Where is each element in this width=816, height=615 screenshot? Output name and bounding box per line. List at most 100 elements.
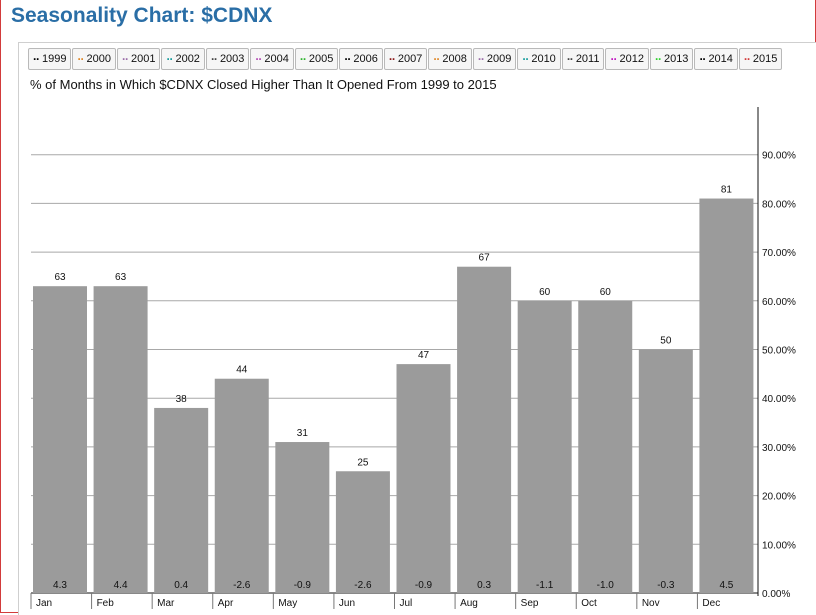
legend-toggle-2001[interactable]: ·· 2001 [116, 48, 161, 70]
bar-value-label: 44 [236, 365, 248, 376]
legend-label: 2009 [486, 53, 512, 65]
legend-label: 2002 [175, 53, 200, 65]
bar-jul [396, 364, 451, 593]
bar-bottom-label: -1.0 [597, 580, 615, 591]
legend-toggle-2009[interactable]: ·· 2009 [472, 48, 517, 70]
bar-sep [517, 300, 572, 593]
legend-swatch-icon: ·· [77, 52, 84, 66]
x-tick-label: Feb [97, 598, 115, 609]
legend-toggle-2008[interactable]: ·· 2008 [428, 48, 472, 70]
bar-value-label: 31 [297, 428, 309, 439]
bar-apr [214, 378, 269, 593]
legend-toggle-2007[interactable]: ·· 2007 [383, 48, 428, 70]
legend-toggle-1999[interactable]: ·· 1999 [28, 48, 72, 70]
y-tick-label: 10.00% [762, 540, 796, 551]
bar-aug [457, 266, 512, 593]
y-tick-label: 40.00% [762, 394, 796, 405]
legend-toggle-2006[interactable]: ·· 2006 [339, 48, 383, 70]
legend-label: 2014 [708, 53, 733, 65]
y-tick-label: 70.00% [762, 248, 796, 259]
legend-swatch-icon: ·· [433, 52, 440, 66]
bar-bottom-label: -0.9 [294, 580, 312, 591]
bar-bottom-label: -2.6 [233, 580, 251, 591]
legend-label: 2000 [86, 53, 111, 65]
x-tick-label: Jan [36, 598, 52, 609]
x-tick-label: May [278, 598, 297, 609]
bar-value-label: 60 [539, 287, 551, 298]
legend-toggle-2013[interactable]: ·· 2013 [649, 48, 694, 70]
x-tick-label: Dec [702, 598, 720, 609]
legend-swatch-icon: ·· [566, 52, 574, 66]
legend-swatch-icon: ·· [610, 52, 617, 66]
page-title: Seasonality Chart: $CDNX [11, 4, 273, 27]
bar-oct [578, 300, 633, 593]
y-tick-label: 90.00% [762, 151, 796, 162]
x-tick-label: Nov [642, 598, 660, 609]
bar-bottom-label: 4.4 [114, 580, 128, 591]
legend-toggle-2002[interactable]: ·· 2002 [161, 48, 205, 70]
y-tick-label: 80.00% [762, 199, 796, 210]
bar-value-label: 47 [418, 350, 430, 361]
legend-toggle-2005[interactable]: ·· 2005 [294, 48, 339, 70]
x-tick-label: Jun [339, 598, 355, 609]
bar-bottom-label: -2.6 [354, 580, 372, 591]
x-tick-label: Sep [521, 598, 539, 609]
y-tick-label: 60.00% [762, 297, 796, 308]
legend-label: 2007 [397, 53, 423, 65]
legend-label: 2004 [264, 53, 289, 65]
bar-nov [638, 349, 693, 593]
legend-toggle-2012[interactable]: ·· 2012 [605, 48, 649, 70]
x-tick-label: Apr [218, 598, 234, 609]
legend-label: 2003 [219, 53, 245, 65]
y-tick-label: 20.00% [762, 492, 796, 503]
bar-value-label: 38 [176, 394, 188, 405]
legend-label: 2012 [619, 53, 644, 65]
bar-bottom-label: -0.9 [415, 580, 433, 591]
bar-feb [93, 286, 148, 593]
y-tick-label: 30.00% [762, 443, 796, 454]
legend-swatch-icon: ·· [522, 52, 529, 66]
bar-bottom-label: 4.3 [53, 580, 67, 591]
legend-swatch-icon: ·· [121, 52, 129, 66]
bar-value-label: 25 [357, 457, 369, 468]
legend-toggle-2010[interactable]: ·· 2010 [517, 48, 561, 70]
legend-toggle-2014[interactable]: ·· 2014 [694, 48, 738, 70]
legend-swatch-icon: ·· [388, 52, 396, 66]
legend-swatch-icon: ·· [210, 52, 218, 66]
legend-label: 1999 [42, 53, 67, 65]
legend-toggle-2004[interactable]: ·· 2004 [250, 48, 294, 70]
bar-value-label: 63 [115, 272, 127, 283]
legend-swatch-icon: ·· [166, 52, 173, 66]
legend-label: 2010 [531, 53, 556, 65]
legend-toggle-2000[interactable]: ·· 2000 [72, 48, 116, 70]
bar-value-label: 67 [479, 253, 491, 264]
legend-label: 2005 [308, 53, 334, 65]
bar-jan [33, 286, 87, 593]
legend-swatch-icon: ·· [743, 52, 751, 66]
x-tick-label: Aug [460, 598, 478, 609]
y-tick-label: 50.00% [762, 346, 796, 357]
bar-bottom-label: -0.3 [657, 580, 675, 591]
legend-label: 2008 [442, 53, 467, 65]
legend-swatch-icon: ·· [699, 52, 706, 66]
y-tick-label: 0.00% [762, 589, 790, 600]
bar-jun [335, 471, 390, 593]
bar-value-label: 63 [54, 272, 66, 283]
x-tick-label: Jul [400, 598, 413, 609]
bar-dec [699, 198, 754, 593]
legend-label: 2015 [752, 53, 778, 65]
bar-bottom-label: 0.4 [174, 580, 188, 591]
x-tick-label: Oct [581, 598, 597, 609]
legend-label: 2013 [663, 53, 689, 65]
chart-subtitle: % of Months in Which $CDNX Closed Higher… [30, 77, 497, 92]
bar-bottom-label: 4.5 [719, 580, 733, 591]
bar-bottom-label: 0.3 [477, 580, 491, 591]
legend-toggle-2011[interactable]: ·· 2011 [561, 48, 605, 70]
bar-mar [154, 407, 209, 593]
legend-toggle-2015[interactable]: ·· 2015 [738, 48, 783, 70]
legend-swatch-icon: ·· [255, 52, 262, 66]
legend-toggle-2003[interactable]: ·· 2003 [205, 48, 250, 70]
legend-swatch-icon: ·· [654, 52, 662, 66]
legend-label: 2006 [353, 53, 378, 65]
year-legend: ·· 1999 ·· 2000 ·· 2001 ·· 2002 ·· 2003 ·· 2004 ·· 20… [28, 48, 783, 72]
